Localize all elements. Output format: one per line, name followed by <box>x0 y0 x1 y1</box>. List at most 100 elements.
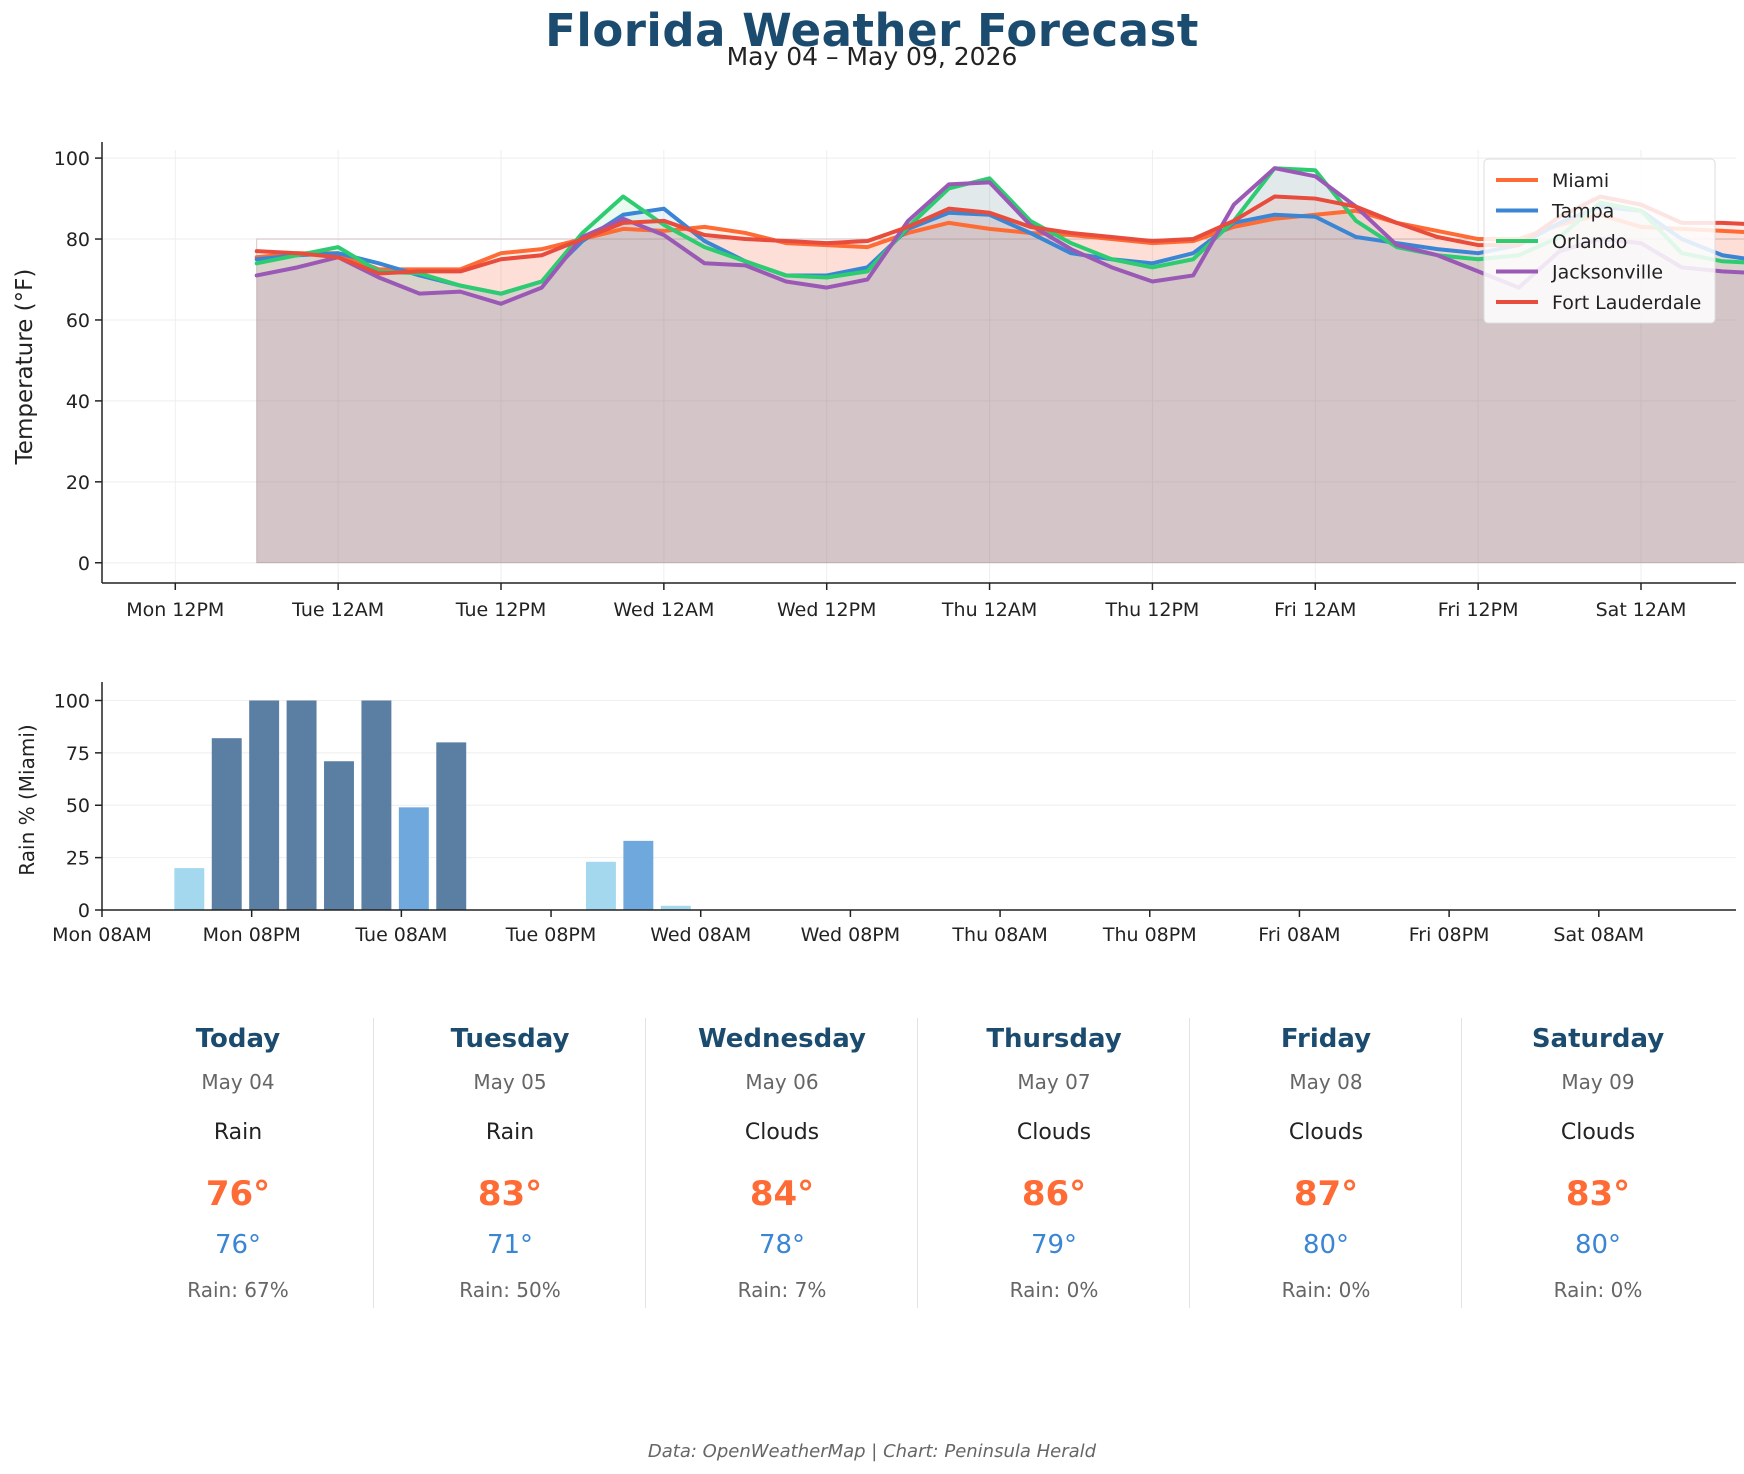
x-tick-label: Tue 12PM <box>455 599 547 621</box>
card-high-temp: 76° <box>205 1174 271 1214</box>
card-date: May 08 <box>1289 1070 1363 1094</box>
forecast-card-today: Today May 04 Rain 76° 76° Rain: 67% <box>102 1016 374 1306</box>
forecast-card-thursday: Thursday May 07 Clouds 86° 79° Rain: 0% <box>918 1016 1190 1306</box>
card-rain-chance: Rain: 67% <box>187 1278 289 1302</box>
rain-bar <box>174 868 205 910</box>
card-condition: Clouds <box>744 1120 820 1145</box>
temperature-line-chart: 0 20 40 60 80 100 Mon 12PM Tue 12AM Tue 12PM Wed … <box>12 142 1744 621</box>
area-tampa <box>256 206 1744 563</box>
rain-bar <box>660 905 691 910</box>
y-tick-label: 40 <box>66 391 90 413</box>
rain-bar <box>324 761 354 910</box>
legend-label: Fort Lauderdale <box>1552 292 1701 314</box>
y-tick-label: 20 <box>66 472 90 494</box>
y-axis-label: Temperature (°F) <box>12 269 38 466</box>
card-low-temp: 76° <box>214 1230 262 1260</box>
forecast-card-friday: Friday May 08 Clouds 87° 80° Rain: 0% <box>1190 1016 1462 1306</box>
card-rain-chance: Rain: 0% <box>1009 1278 1099 1302</box>
card-rain-chance: Rain: 50% <box>459 1278 561 1302</box>
x-tick-label: Sat 12AM <box>1596 599 1687 621</box>
card-separator <box>645 1018 646 1308</box>
y-tick-label: 80 <box>66 229 90 251</box>
card-day: Today <box>195 1024 281 1054</box>
rain-bar <box>436 742 467 910</box>
card-high-temp: 83° <box>1565 1174 1631 1214</box>
card-day: Friday <box>1280 1024 1372 1054</box>
card-rain-chance: Rain: 7% <box>737 1278 827 1302</box>
area-outline <box>256 238 1744 564</box>
area-jacksonville <box>256 168 1744 563</box>
forecast-card-tuesday: Tuesday May 05 Rain 83° 71° Rain: 50% <box>374 1016 646 1306</box>
page-title: Florida Weather Forecast <box>545 4 1199 57</box>
card-condition: Rain <box>485 1120 535 1145</box>
card-condition: Clouds <box>1560 1120 1636 1145</box>
card-date: May 06 <box>745 1070 819 1094</box>
card-high-temp: 84° <box>749 1174 815 1214</box>
y-tick-label: 50 <box>66 795 90 817</box>
rain-bar <box>398 807 429 910</box>
x-tick-label: Thu 12AM <box>941 599 1037 621</box>
y-tick-label: 100 <box>54 690 90 712</box>
rain-bar <box>585 861 616 910</box>
card-rain-chance: Rain: 0% <box>1553 1278 1643 1302</box>
x-tick-label: Fri 08PM <box>1409 924 1490 946</box>
card-high-temp: 86° <box>1021 1174 1087 1214</box>
x-tick-label: Wed 08AM <box>650 924 751 946</box>
x-tick-label: Tue 08PM <box>505 924 597 946</box>
card-separator <box>1189 1018 1190 1308</box>
rain-bar <box>249 700 280 910</box>
x-tick-label: Wed 12PM <box>777 599 877 621</box>
card-low-temp: 80° <box>1574 1230 1622 1260</box>
area-orlando <box>256 168 1744 563</box>
card-low-temp: 80° <box>1302 1230 1350 1260</box>
card-condition: Clouds <box>1016 1120 1092 1145</box>
x-tick-label: Thu 12PM <box>1105 599 1200 621</box>
daily-forecast-cards: Today May 04 Rain 76° 76° Rain: 67% Tues… <box>102 1016 1736 1308</box>
y-tick-label: 60 <box>66 310 90 332</box>
rain-bar <box>286 700 317 910</box>
y-axis-label: Rain % (Miami) <box>15 724 39 875</box>
card-condition: Clouds <box>1288 1120 1364 1145</box>
x-tick-label: Tue 12AM <box>291 599 384 621</box>
card-rain-chance: Rain: 0% <box>1281 1278 1371 1302</box>
rain-bar <box>211 738 242 910</box>
x-tick-label: Thu 08PM <box>1102 924 1197 946</box>
card-separator <box>1461 1018 1462 1308</box>
forecast-card-wednesday: Wednesday May 06 Clouds 84° 78° Rain: 7% <box>646 1016 918 1306</box>
card-date: May 09 <box>1561 1070 1635 1094</box>
card-low-temp: 71° <box>486 1230 534 1260</box>
card-separator <box>373 1018 374 1308</box>
legend-label: Tampa <box>1551 201 1614 223</box>
card-day: Tuesday <box>450 1024 570 1054</box>
y-tick-label: 25 <box>66 848 90 870</box>
card-day: Saturday <box>1531 1024 1665 1054</box>
y-tick-label: 75 <box>66 743 90 765</box>
x-tick-label: Thu 08AM <box>951 924 1047 946</box>
x-tick-label: Tue 08AM <box>354 924 447 946</box>
card-separator <box>917 1018 918 1308</box>
x-tick-label: Wed 08PM <box>801 924 901 946</box>
x-tick-label: Mon 08PM <box>203 924 301 946</box>
area-miami <box>256 210 1744 563</box>
page-subtitle: May 04 – May 09, 2026 <box>726 42 1018 71</box>
x-tick-label: Fri 12PM <box>1438 599 1519 621</box>
card-day: Wednesday <box>698 1024 866 1054</box>
footer-credit: Data: OpenWeatherMap | Chart: Peninsula … <box>647 1441 1097 1462</box>
card-high-temp: 87° <box>1293 1174 1359 1214</box>
x-tick-label: Fri 08AM <box>1258 924 1340 946</box>
card-date: May 07 <box>1017 1070 1091 1094</box>
legend-box <box>1483 158 1716 324</box>
rain-bar-chart: 0 25 50 75 100 Mon 08AM Mon 08PM Tue 08AM Tue 08… <box>15 682 1736 946</box>
x-tick-label: Fri 12AM <box>1274 599 1356 621</box>
card-day: Thursday <box>986 1024 1122 1054</box>
y-tick-label: 0 <box>78 553 90 575</box>
legend-label: Miami <box>1552 170 1609 192</box>
forecast-card-saturday: Saturday May 09 Clouds 83° 80° Rain: 0% <box>1462 1016 1734 1306</box>
rain-bar <box>623 840 654 910</box>
x-tick-label: Sat 08AM <box>1553 924 1644 946</box>
x-tick-label: Wed 12AM <box>613 599 714 621</box>
card-date: May 05 <box>473 1070 547 1094</box>
card-low-temp: 79° <box>1030 1230 1078 1260</box>
legend-label: Orlando <box>1552 231 1627 253</box>
y-tick-label: 100 <box>54 148 90 170</box>
